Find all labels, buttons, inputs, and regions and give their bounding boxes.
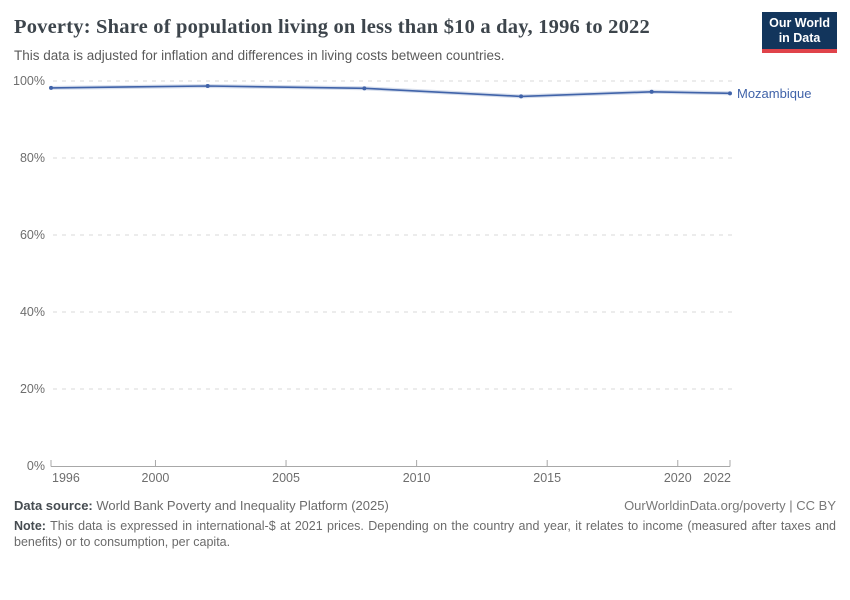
owid-logo[interactable]: Our World in Data	[762, 12, 837, 53]
series-line[interactable]	[50, 85, 731, 98]
footer-note: Note: This data is expressed in internat…	[0, 513, 850, 550]
chart-title: Poverty: Share of population living on l…	[14, 16, 650, 38]
x-axis-label: 2015	[533, 471, 561, 485]
y-axis-label: 80%	[20, 151, 45, 165]
data-point[interactable]	[49, 85, 53, 90]
x-axis-label: 1996	[52, 471, 80, 485]
y-axis-label: 40%	[20, 305, 45, 319]
chart-subtitle: This data is adjusted for inflation and …	[14, 48, 505, 63]
data-source-text: World Bank Poverty and Inequality Platfo…	[92, 498, 389, 513]
x-axis-label: 2000	[142, 471, 170, 485]
footer-source-row: Data source: World Bank Poverty and Ineq…	[0, 485, 850, 513]
y-axis-label: 100%	[13, 74, 45, 88]
data-point[interactable]	[649, 89, 654, 94]
chart-svg: 0% 20% 40% 60% 80% 100% 1996 2000 2005 2010 2015 20…	[13, 74, 811, 485]
rights-link[interactable]: OurWorldinData.org/poverty | CC BY	[624, 498, 836, 513]
chart-header: Poverty: Share of population living on l…	[0, 0, 850, 63]
owid-logo-line2: in Data	[778, 31, 821, 45]
series-label[interactable]: Mozambique	[737, 86, 811, 101]
x-axis-label: 2022	[703, 471, 731, 485]
data-point[interactable]	[728, 91, 732, 96]
data-point[interactable]	[519, 94, 524, 99]
note-text: This data is expressed in international-…	[14, 519, 836, 549]
y-axis-label: 0%	[27, 459, 45, 473]
data-point[interactable]	[205, 84, 210, 89]
owid-logo-line1: Our World	[769, 16, 830, 30]
series-line-halo	[50, 83, 731, 99]
data-source-line: Data source: World Bank Poverty and Ineq…	[14, 498, 389, 513]
data-point[interactable]	[362, 86, 367, 91]
y-axis-label: 20%	[20, 382, 45, 396]
y-axis-label: 60%	[20, 228, 45, 242]
note-label: Note:	[14, 519, 46, 533]
x-axis-label: 2020	[664, 471, 692, 485]
x-axis-label: 2005	[272, 471, 300, 485]
data-source-label: Data source:	[14, 498, 93, 513]
x-axis-label: 2010	[403, 471, 431, 485]
